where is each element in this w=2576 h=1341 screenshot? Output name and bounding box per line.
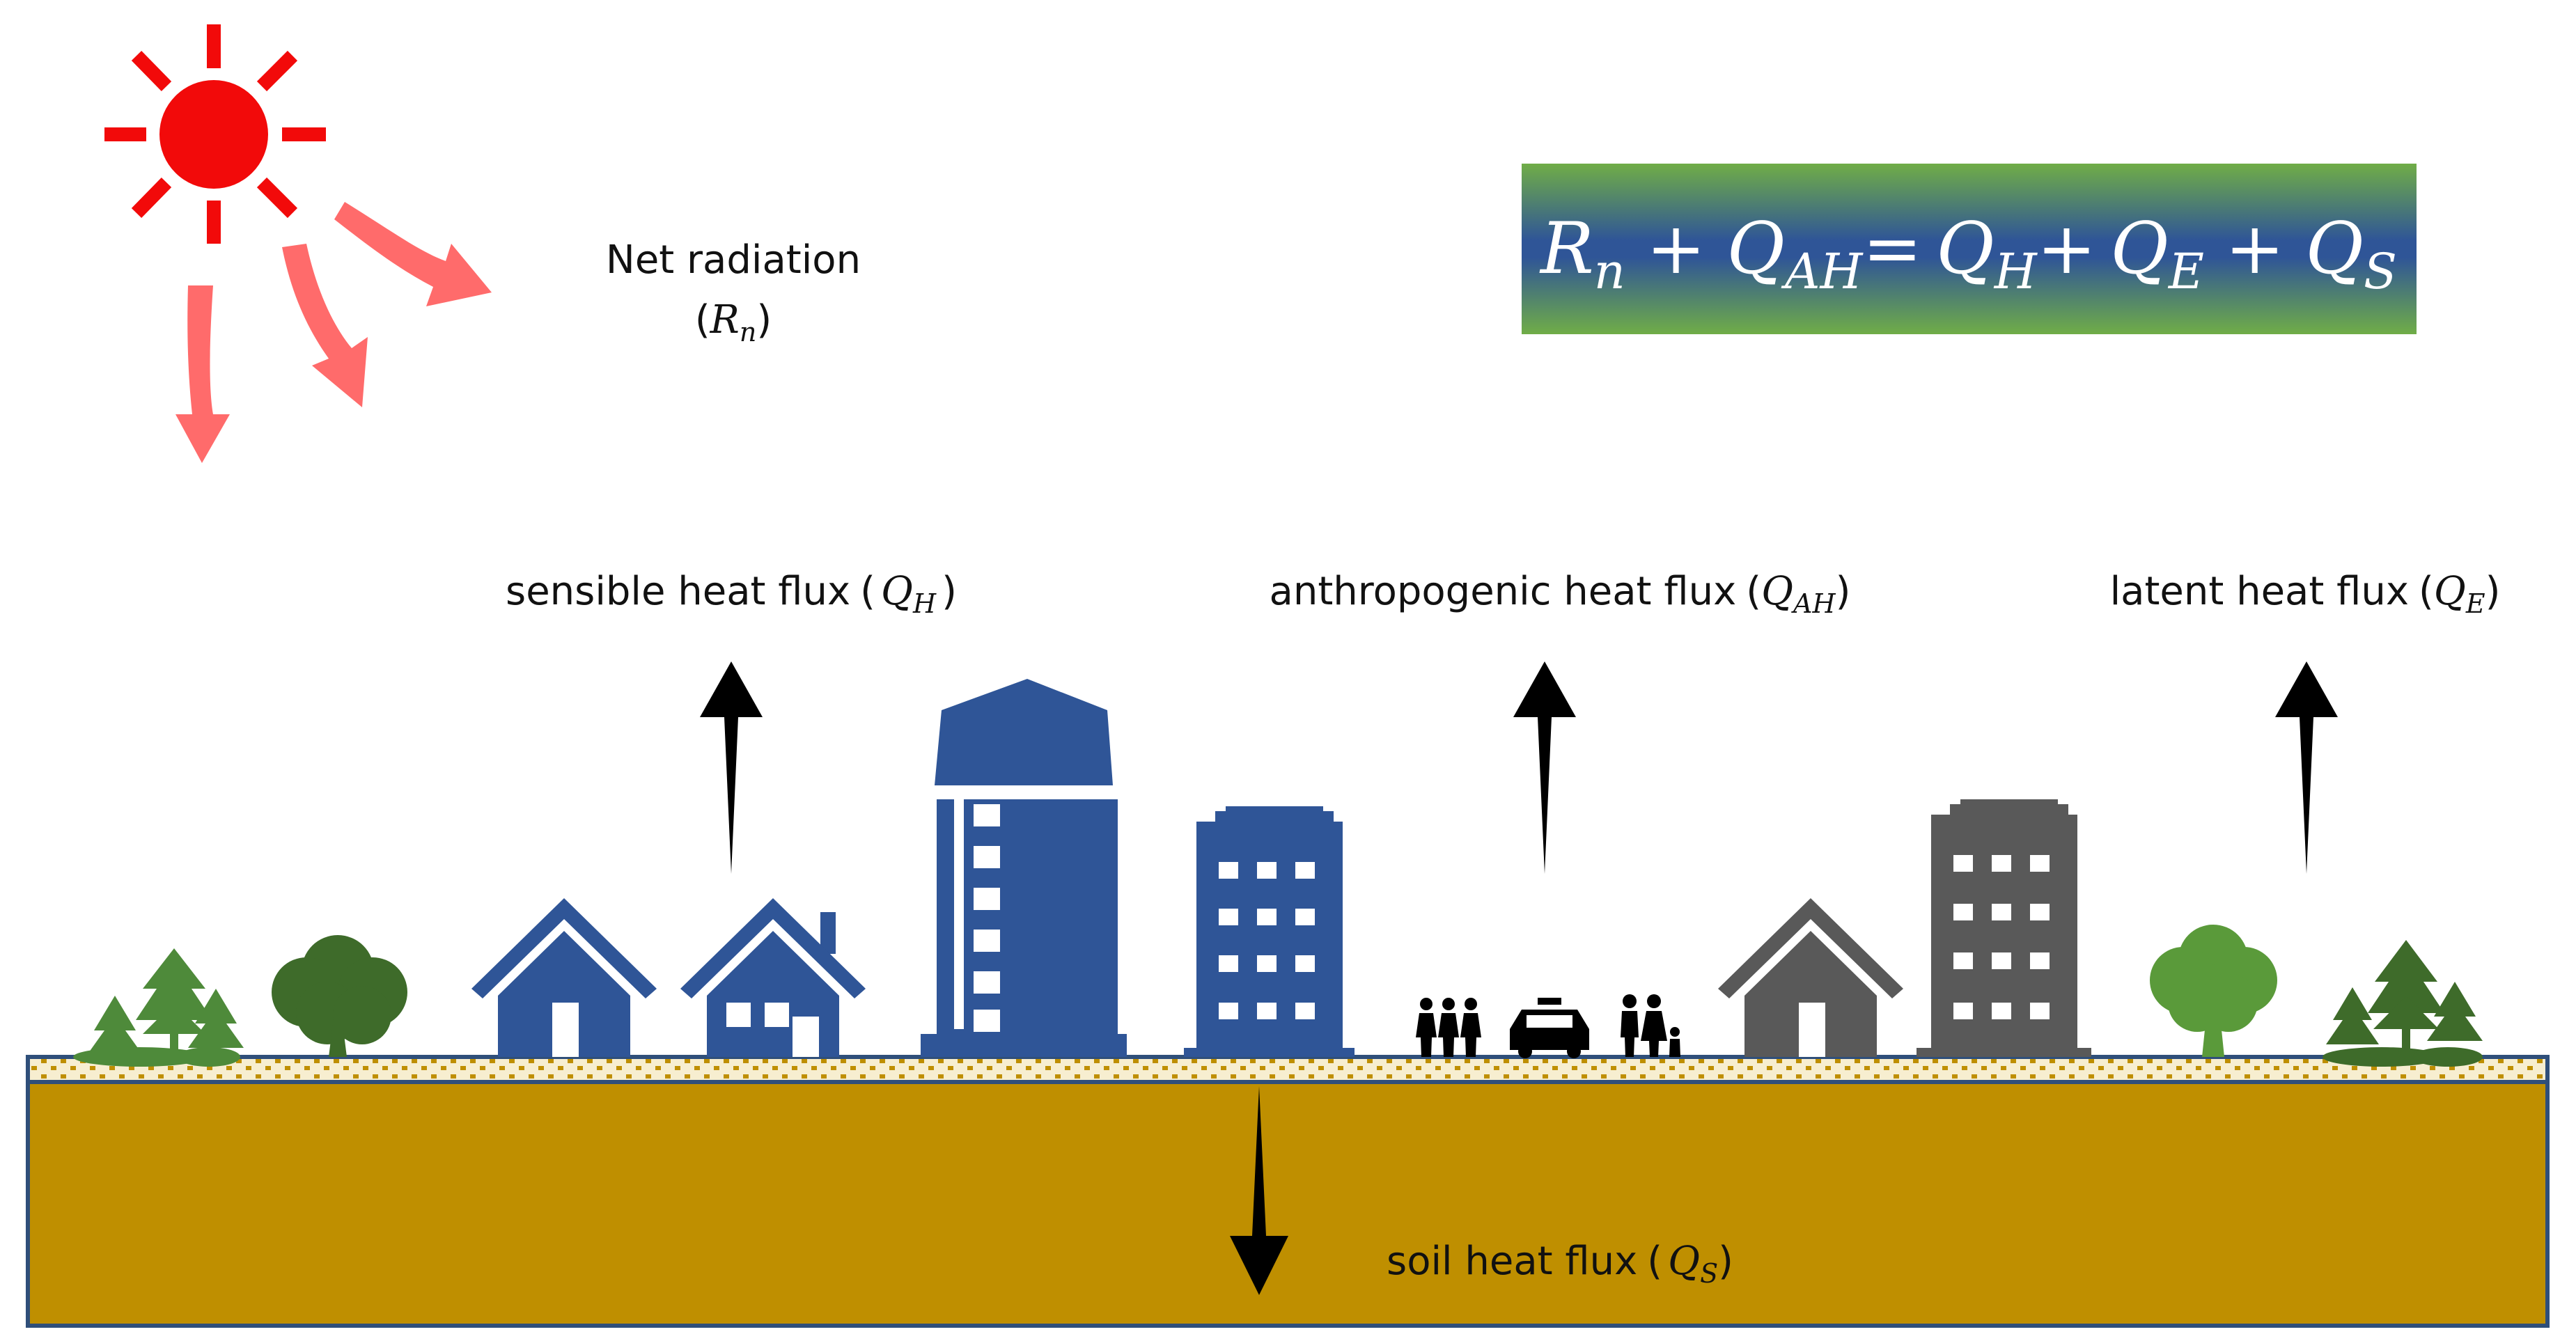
ray-arrow bbox=[282, 244, 368, 407]
tower-icon bbox=[921, 679, 1127, 1057]
net-radiation-symbol: R bbox=[710, 297, 740, 343]
net-radiation-label: Net radiation (Rn) bbox=[606, 237, 861, 347]
svg-text:(Rn): (Rn) bbox=[695, 297, 772, 347]
family-icon bbox=[1621, 994, 1680, 1057]
tree-icon bbox=[2323, 940, 2483, 1067]
eq-term-qs: Q bbox=[2305, 207, 2364, 290]
latent-heat-flux-label: latent heat flux (QE) bbox=[2110, 569, 2501, 619]
tree-icon bbox=[73, 948, 244, 1067]
soil-heat-flux-label: soil heat flux(QS) bbox=[1387, 1239, 1733, 1289]
sun-icon bbox=[104, 24, 326, 244]
eq-term-qah: Q bbox=[1726, 207, 1785, 290]
tree-icon bbox=[272, 935, 407, 1057]
open-paren: ( bbox=[695, 297, 710, 343]
people-icon bbox=[1416, 998, 1481, 1057]
soil-heat-arrow bbox=[1230, 1086, 1288, 1295]
sun-ray-arrows bbox=[175, 202, 492, 463]
soil-layer bbox=[26, 1055, 2550, 1328]
sensible-heat-arrow bbox=[700, 661, 763, 874]
house-icon bbox=[680, 898, 866, 1057]
ray-arrow bbox=[334, 202, 492, 306]
car-icon bbox=[1510, 998, 1589, 1058]
eq-term-qe: Q bbox=[2110, 207, 2169, 290]
net-radiation-text: Net radiation bbox=[606, 237, 861, 283]
anthropogenic-heat-arrow bbox=[1513, 661, 1576, 874]
house-icon bbox=[471, 898, 657, 1057]
ray-arrow bbox=[175, 285, 230, 463]
eq-term-rn: R bbox=[1539, 207, 1594, 290]
eq-term-qh: Q bbox=[1936, 207, 1995, 290]
apartment-icon bbox=[1184, 806, 1355, 1057]
energy-balance-equation: Rn + QAH= QH+ QE + QS bbox=[1522, 164, 2417, 334]
latent-heat-arrow bbox=[2275, 661, 2338, 874]
house-icon bbox=[1718, 898, 1903, 1057]
close-paren: ) bbox=[756, 297, 772, 343]
net-radiation-sub: n bbox=[740, 317, 756, 347]
sensible-heat-flux-label: sensible heat flux(QH) bbox=[506, 569, 957, 619]
svg-text:Rn+QAH=QH+QE+QS: Rn + QAH= QH+ QE + QS bbox=[1539, 207, 2397, 300]
apartment-icon bbox=[1917, 799, 2091, 1057]
tree-icon bbox=[2150, 925, 2277, 1057]
anthropogenic-heat-flux-label: anthropogenic heat flux (QAH) bbox=[1270, 569, 1851, 619]
